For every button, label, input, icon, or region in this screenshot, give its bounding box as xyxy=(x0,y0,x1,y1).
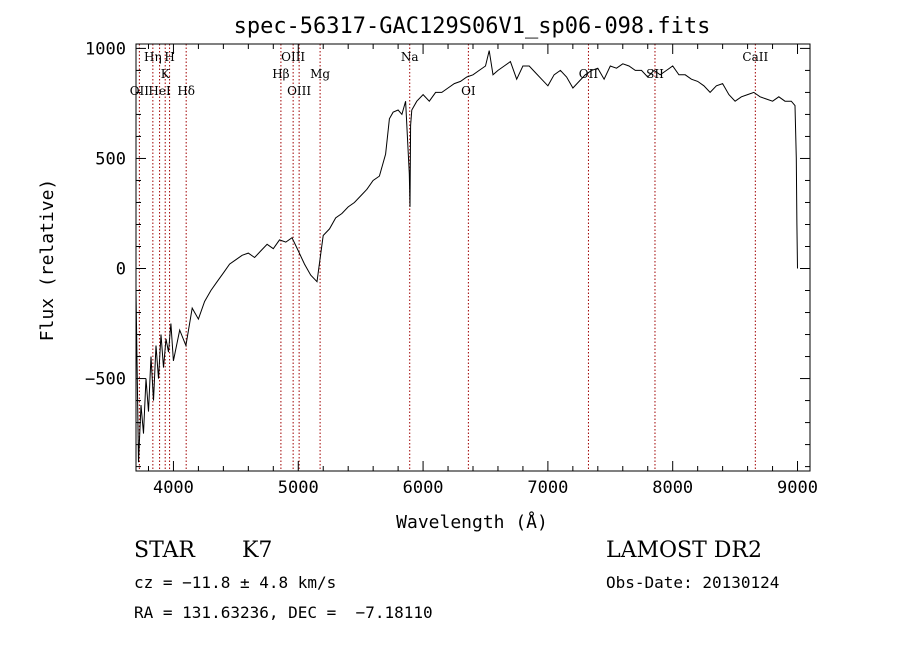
y-tick-label: 500 xyxy=(95,149,126,169)
survey-name: LAMOST DR2 xyxy=(606,538,762,563)
line-label: OIII xyxy=(287,84,311,98)
line-label: OIII xyxy=(281,50,305,64)
line-label: OII xyxy=(579,67,599,81)
line-label: OI xyxy=(461,84,476,98)
line-label: K xyxy=(161,67,171,81)
x-tick-label: 5000 xyxy=(278,478,319,498)
y-tick-label: −500 xyxy=(85,370,126,390)
spectrum-line xyxy=(135,50,798,463)
chart-title: spec-56317-GAC129S06V1_sp06-098.fits xyxy=(234,14,711,39)
redshift-velocity: cz = −11.8 ± 4.8 km/s xyxy=(134,573,337,592)
tick-labels: 4000 5000 6000 7000 8000 9000 −500 0 500 1000 xyxy=(85,39,818,498)
x-axis-label: Wavelength (Å) xyxy=(396,511,548,533)
line-label: OII xyxy=(130,84,150,98)
object-subclass: K7 xyxy=(242,538,273,563)
line-markers xyxy=(138,44,756,471)
line-label: Hη xyxy=(144,50,162,64)
x-tick-label: 4000 xyxy=(153,478,194,498)
line-label: Hβ xyxy=(272,67,289,81)
line-label: Hδ xyxy=(177,84,195,98)
axis-ticks xyxy=(136,44,810,471)
plot-frame xyxy=(135,43,811,472)
x-tick-label: 8000 xyxy=(652,478,693,498)
x-tick-label: 6000 xyxy=(403,478,444,498)
object-type: STAR xyxy=(134,538,195,563)
line-label: H xyxy=(164,50,174,64)
y-tick-label: 1000 xyxy=(85,39,126,59)
line-label: CaII xyxy=(742,50,768,64)
y-tick-label: 0 xyxy=(116,260,126,280)
x-tick-label: 9000 xyxy=(777,478,818,498)
line-label: Na xyxy=(401,50,419,64)
line-label: Mg xyxy=(310,67,330,81)
observation-date: Obs-Date: 20130124 xyxy=(606,573,780,592)
coordinates: RA = 131.63236, DEC = −7.18110 xyxy=(134,603,433,622)
x-tick-label: 7000 xyxy=(527,478,568,498)
line-labels: OII Hη HeI KH Hδ Hβ OIII OIII Mg Na OI OII SII CaII xyxy=(130,50,769,98)
line-label: SII xyxy=(646,67,664,81)
line-label: HeI xyxy=(148,84,171,98)
y-axis-label: Flux (relative) xyxy=(37,179,58,342)
